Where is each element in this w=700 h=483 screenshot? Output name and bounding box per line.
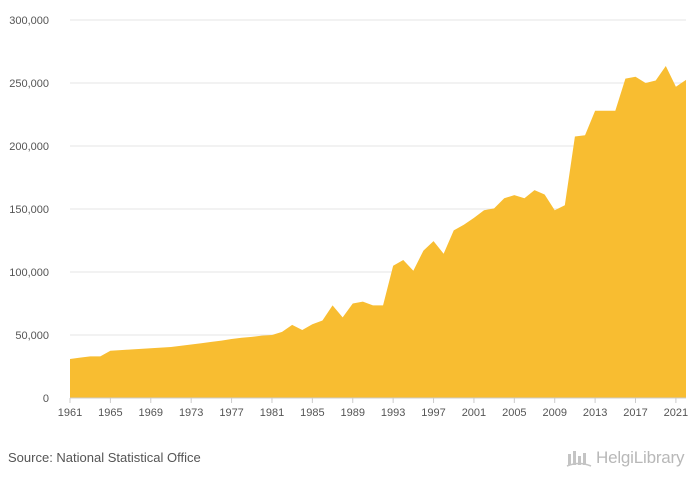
x-tick-label: 2017: [623, 407, 647, 419]
logo-text: HelgiLibrary: [596, 448, 685, 467]
helgi-library-icon: [566, 451, 592, 467]
helgi-library-logo: HelgiLibrary: [566, 448, 685, 468]
x-tick-label: 2013: [583, 407, 607, 419]
x-tick-label: 1961: [58, 407, 82, 419]
x-tick-label: 1989: [341, 407, 365, 419]
x-tick-label: 2009: [542, 407, 566, 419]
x-tick-label: 1981: [260, 407, 284, 419]
area-chart: 0 50,000 100,000 150,000 200,000 250,000 300,0…: [9, 15, 688, 419]
x-axis-ticks: 1961 1965 1969 1973 1977 1981 1985 1989 1993 1997…: [58, 398, 688, 419]
source-note: Source: National Statistical Office: [8, 450, 201, 465]
y-tick-label: 300,000: [9, 15, 49, 27]
area-series: [70, 65, 686, 399]
x-tick-label: 1985: [300, 407, 324, 419]
y-tick-label: 150,000: [9, 204, 49, 216]
x-tick-label: 1997: [421, 407, 445, 419]
y-axis-labels: 0 50,000 100,000 150,000 200,000 250,000 300,0…: [9, 15, 49, 405]
x-tick-label: 1965: [98, 407, 122, 419]
y-tick-label: 200,000: [9, 141, 49, 153]
x-tick-label: 1977: [219, 407, 243, 419]
x-tick-label: 1993: [381, 407, 405, 419]
y-tick-label: 250,000: [9, 78, 49, 90]
x-tick-label: 2021: [664, 407, 688, 419]
x-tick-label: 1969: [139, 407, 163, 419]
y-tick-label: 50,000: [15, 330, 49, 342]
y-tick-label: 0: [43, 393, 49, 405]
x-tick-label: 1973: [179, 407, 203, 419]
x-tick-label: 2005: [502, 407, 526, 419]
y-tick-label: 100,000: [9, 267, 49, 279]
x-tick-label: 2001: [462, 407, 486, 419]
